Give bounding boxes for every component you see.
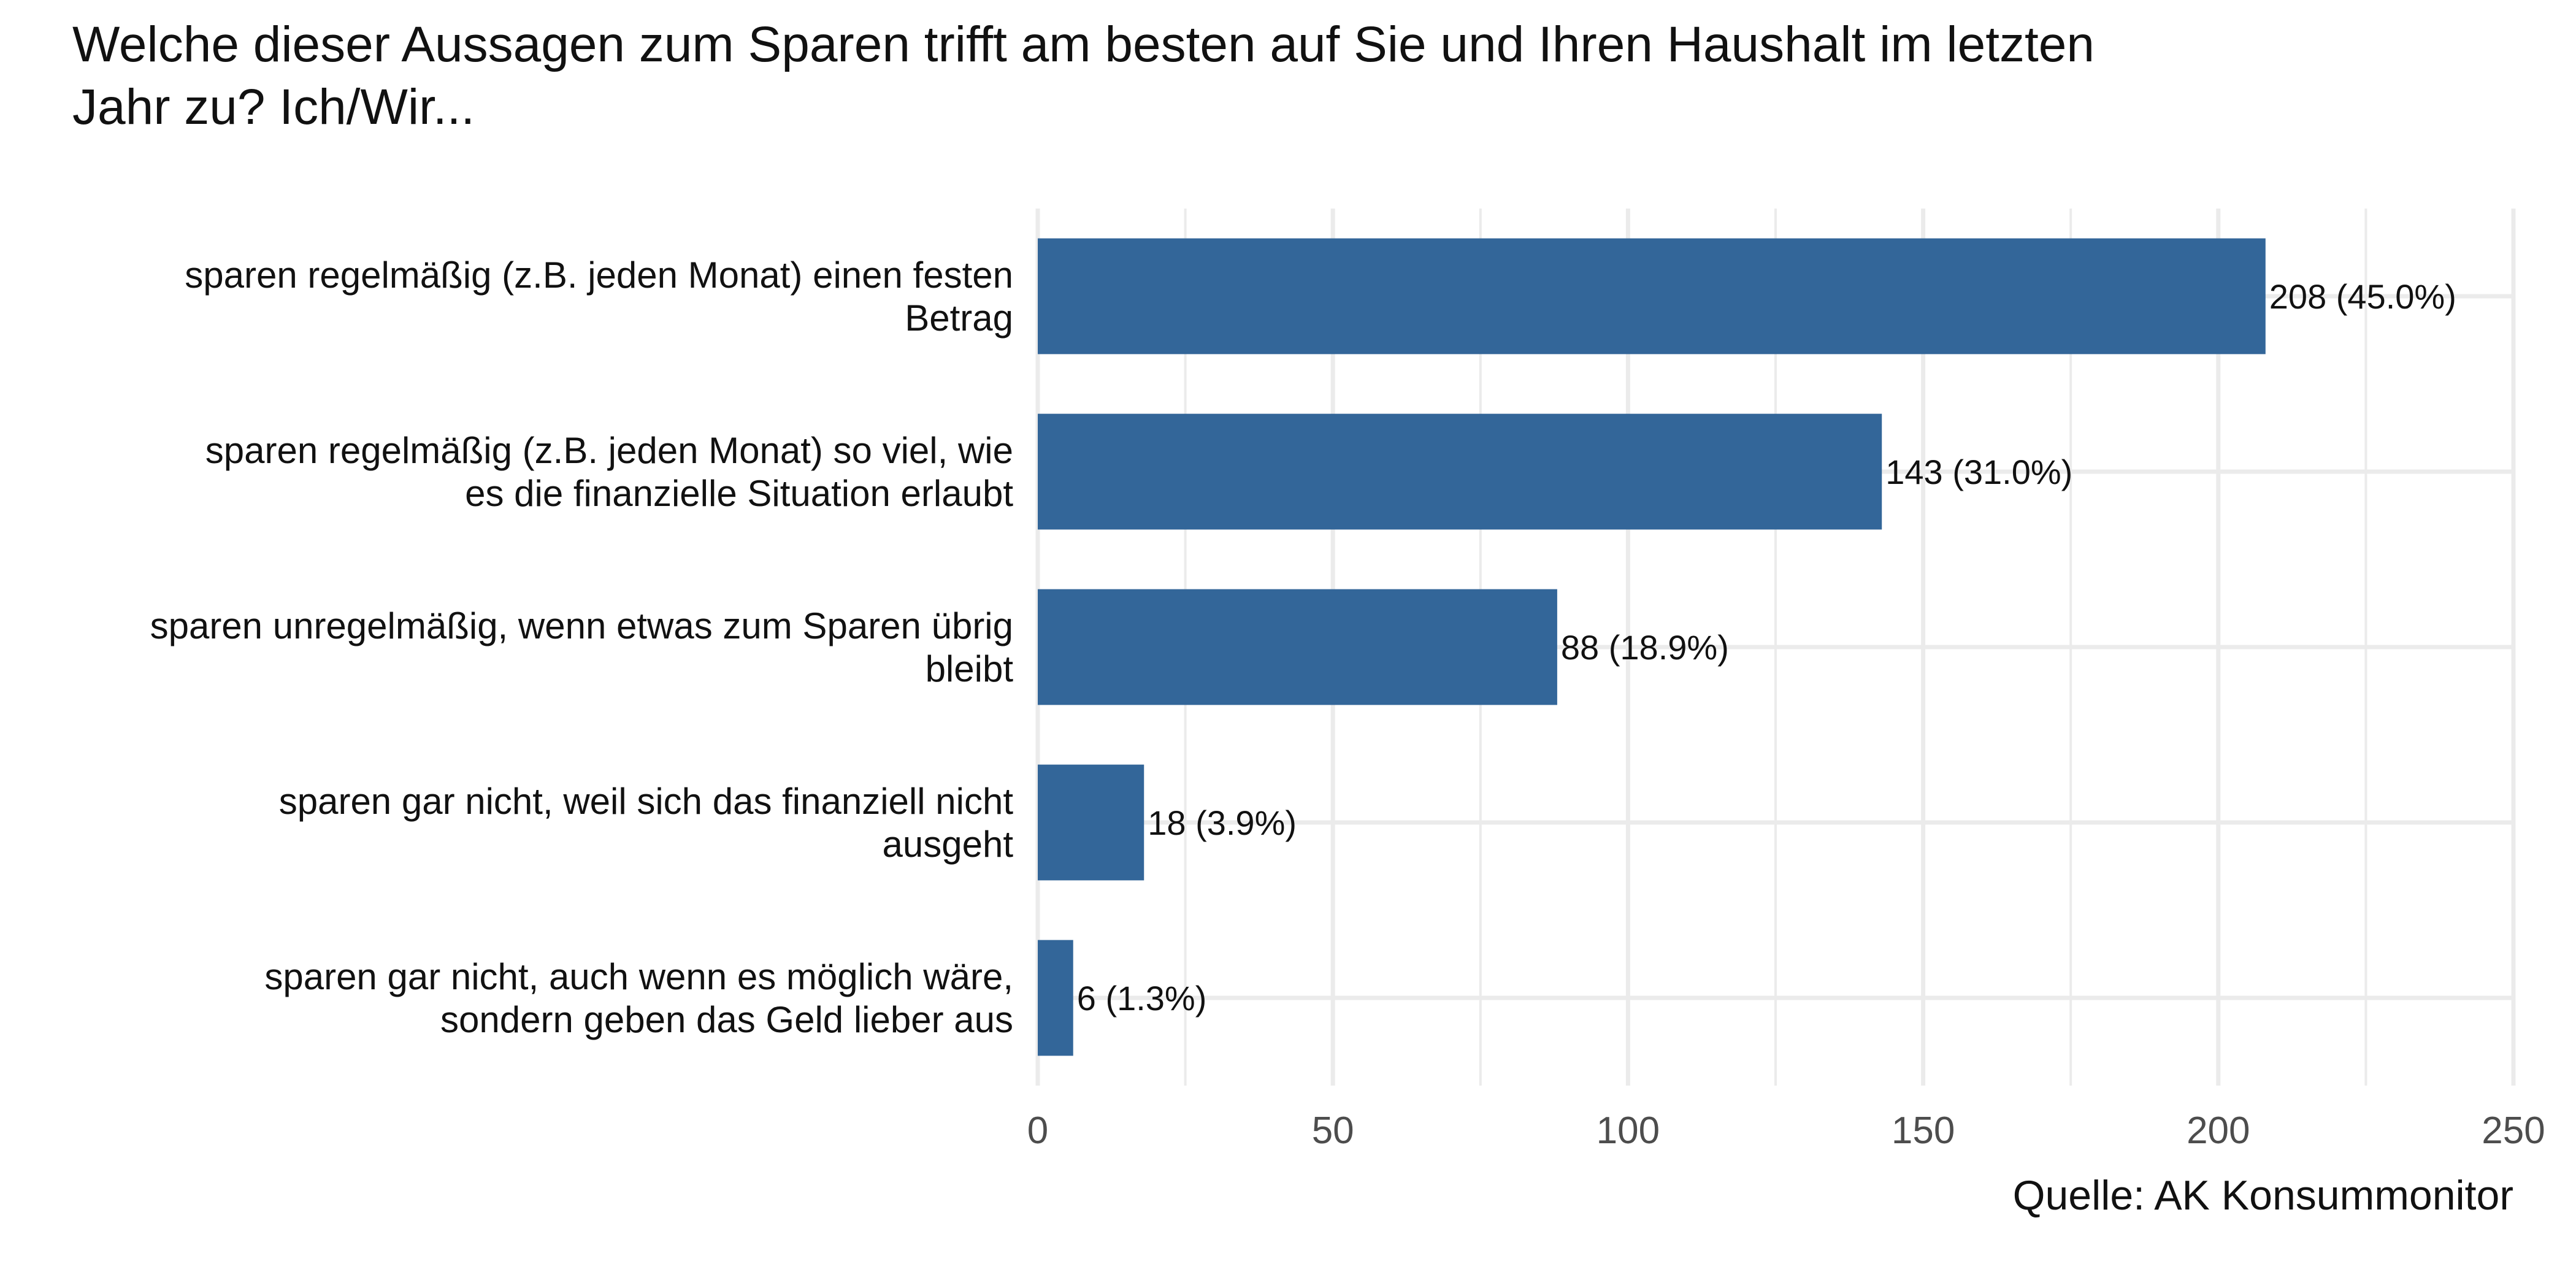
x-tick-label: 200 (2187, 1110, 2250, 1152)
data-label: 6 (1.3%) (1077, 979, 1207, 1018)
x-tick-label: 100 (1597, 1110, 1660, 1152)
category-labels: sparen regelmäßig (z.B. jeden Monat) ein… (150, 255, 1014, 1040)
category-label: Betrag (905, 297, 1013, 339)
bar (1038, 764, 1144, 881)
data-label: 18 (3.9%) (1148, 803, 1297, 842)
category-label: sondern geben das Geld lieber aus (440, 999, 1013, 1040)
x-tick-label: 50 (1312, 1110, 1354, 1152)
bar (1038, 589, 1557, 705)
data-labels: 208 (45.0%) 143 (31.0%) 88 (18.9%) 18 (3.9%… (1077, 277, 2456, 1018)
title-line-2: Jahr zu? Ich/Wir... (72, 79, 475, 135)
bar (1038, 238, 2266, 355)
bar (1038, 413, 1882, 530)
data-label: 143 (31.0%) (1885, 453, 2072, 491)
data-label: 208 (45.0%) (2269, 277, 2456, 316)
x-tick-label: 0 (1027, 1110, 1048, 1152)
x-tick-label: 150 (1892, 1110, 1955, 1152)
category-label: sparen regelmäßig (z.B. jeden Monat) ein… (185, 255, 1013, 296)
category-label: bleibt (926, 648, 1014, 689)
category-label: sparen unregelmäßig, wenn etwas zum Spar… (150, 605, 1013, 646)
bar (1038, 940, 1073, 1056)
bars (1038, 238, 2266, 1056)
category-label: sparen regelmäßig (z.B. jeden Monat) so … (205, 430, 1013, 471)
category-label: ausgeht (882, 824, 1013, 865)
source-caption: Quelle: AK Konsummonitor (2013, 1172, 2513, 1219)
category-label: es die finanzielle Situation erlaubt (465, 473, 1013, 514)
data-label: 88 (18.9%) (1561, 628, 1729, 667)
category-label: sparen gar nicht, weil sich das finanzie… (279, 781, 1014, 822)
x-tick-label: 250 (2482, 1110, 2545, 1152)
x-axis-tick-labels: 0 50 100 150 200 250 (1027, 1110, 2545, 1152)
category-label: sparen gar nicht, auch wenn es möglich w… (264, 956, 1013, 997)
chart-title: Welche dieser Aussagen zum Sparen trifft… (72, 17, 2095, 135)
title-line-1: Welche dieser Aussagen zum Sparen trifft… (72, 17, 2095, 72)
